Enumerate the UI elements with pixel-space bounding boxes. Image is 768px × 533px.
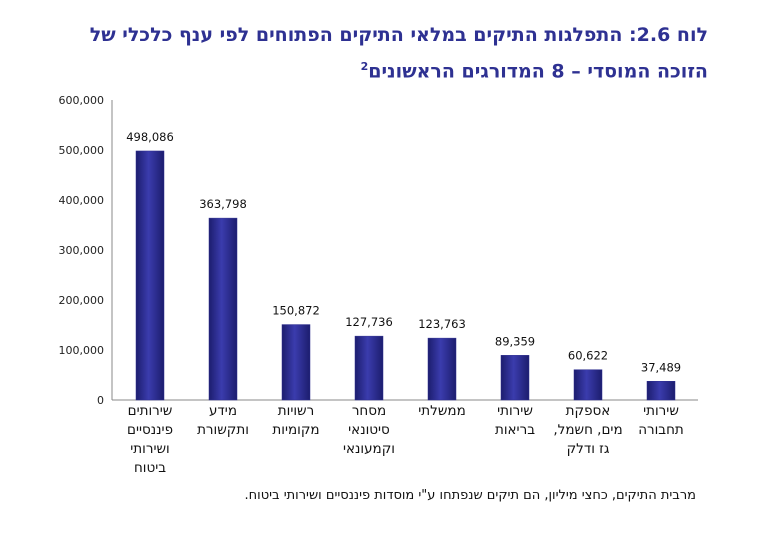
bar bbox=[427, 337, 457, 401]
chart-title: לוח 2.6: התפלגות התיקים במלאי התיקים הפת… bbox=[20, 20, 708, 87]
bar bbox=[208, 217, 238, 401]
bar bbox=[573, 369, 603, 401]
bar bbox=[500, 355, 530, 401]
y-tick-label: 200,000 bbox=[59, 294, 105, 307]
title-text-1: התפלגות התיקים במלאי התיקים הפתוחים לפי … bbox=[89, 24, 623, 46]
bar bbox=[646, 381, 676, 401]
footnote: מרבית התיקים, כחצי מיליון, הם תיקים שנפת… bbox=[244, 488, 696, 503]
y-tick-label: 300,000 bbox=[59, 244, 105, 257]
data-label: 363,798 bbox=[199, 197, 247, 211]
y-tick-label: 400,000 bbox=[59, 194, 105, 207]
bar bbox=[281, 324, 311, 401]
category-label: שירותי בריאות bbox=[494, 403, 536, 438]
category-label: שירותי תחבורה bbox=[638, 403, 684, 438]
category-label: רשויות מקומיות bbox=[272, 403, 320, 438]
title-text-2: הזוכה המוסדי – 8 המדורגים הראשונים bbox=[368, 60, 708, 83]
data-label: 60,622 bbox=[568, 349, 608, 363]
category-label: מידע ותקשורת bbox=[197, 403, 249, 438]
y-tick-label: 0 bbox=[97, 394, 104, 407]
title-number: 2.6: bbox=[629, 24, 671, 46]
title-line-2: הזוכה המוסדי – 8 המדורגים הראשונים2 bbox=[20, 51, 708, 87]
category-label: אספקת מים, חשמל, גז ודלק bbox=[553, 403, 623, 457]
data-label: 498,086 bbox=[126, 130, 174, 144]
title-line-1: לוח 2.6: התפלגות התיקים במלאי התיקים הפת… bbox=[20, 20, 708, 51]
bar-chart: 0 100,000 200,000 300,000 400,000 500,000 600,… bbox=[59, 94, 698, 407]
title-superscript: 2 bbox=[360, 60, 369, 73]
title-prefix: לוח bbox=[676, 24, 708, 46]
data-label: 123,763 bbox=[418, 317, 466, 331]
data-label: 127,736 bbox=[345, 315, 393, 329]
y-tick-label: 600,000 bbox=[59, 94, 105, 107]
y-tick-label: 100,000 bbox=[59, 344, 105, 357]
category-label: שירותים פיננסיים ושירותי ביטוח bbox=[126, 403, 174, 476]
data-label: 89,359 bbox=[495, 334, 535, 348]
category-label: ממשלתי bbox=[418, 403, 466, 419]
category-label: מסחר סיטונאי וקמעונאי bbox=[342, 403, 395, 457]
bar bbox=[354, 335, 384, 401]
data-label: 37,489 bbox=[641, 360, 681, 374]
data-label: 150,872 bbox=[272, 304, 320, 318]
bar bbox=[135, 150, 165, 401]
y-tick-label: 500,000 bbox=[59, 144, 105, 157]
